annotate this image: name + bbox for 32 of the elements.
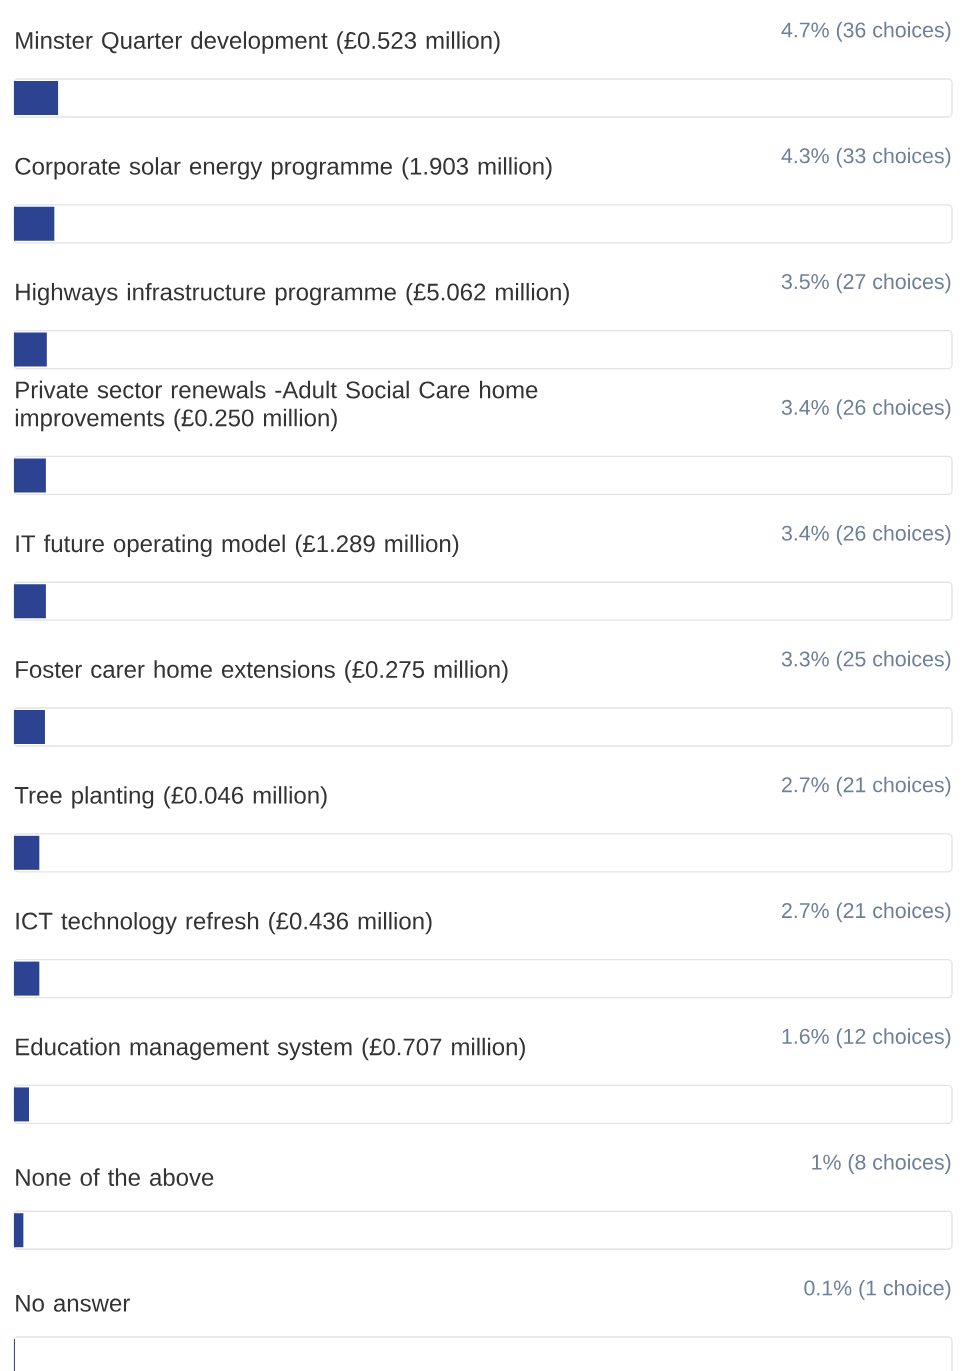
bar [14,80,59,115]
y-tick-label: Foster carer home extensions (£0.275 million) [16,660,508,683]
y-tick-label: ICT technology refresh (£0.436 million) [16,911,432,935]
bar [14,1213,24,1248]
y-tick-label: Private sector renewals -Adult Social Care home improvements (£0.250 million) [15,380,538,432]
y-tick-label: Minster Quarter development (£0.523 million) [16,31,500,54]
bar [14,835,40,870]
y-tick-label: Corporate solar energy programme (1.903 million) [15,157,552,180]
data-label: 1.6% (12 choices) [782,1028,951,1049]
data-label: 4.3% (33 choices) [781,147,951,168]
bar [14,584,46,619]
bar [14,1087,30,1122]
y-tick-label: Highways infrastructure programme (£5.062 million) [16,282,569,306]
bar [14,710,45,745]
data-label: 3.3% (25 choices) [781,650,951,671]
data-label: 1% (8 choices) [812,1154,951,1174]
y-tick-label: Tree planting (£0.046 million) [14,786,327,809]
data-label: 4.7% (36 choices) [781,21,951,42]
y-tick-label: IT future operating model (£1.289 million) [16,534,459,557]
y-tick-label: Education management system (£0.707 million) [16,1037,525,1061]
bar [14,206,55,241]
y-tick-label: None of the above [16,1168,214,1186]
data-label: 2.7% (21 choices) [782,902,951,923]
y-tick-label: No answer [16,1295,130,1312]
data-label: 3.4% (26 choices) [781,525,951,545]
bar [14,332,47,367]
data-label: 0.1% (1 choice) [804,1279,951,1300]
bar [14,458,46,493]
data-label: 3.5% (27 choices) [781,273,951,294]
data-label: 2.7% (21 choices) [782,776,951,797]
data-label: 3.4% (26 choices) [781,399,951,420]
bar [14,961,40,996]
